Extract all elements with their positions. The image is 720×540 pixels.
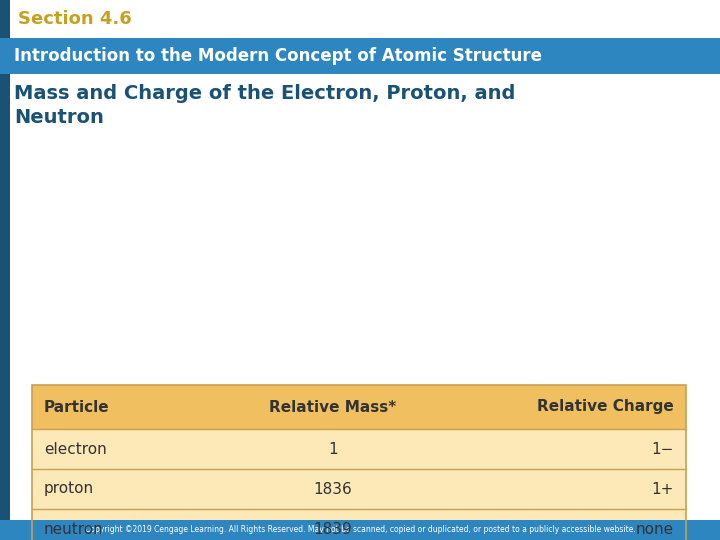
Text: 1+: 1+	[652, 482, 674, 496]
Text: none: none	[636, 522, 674, 537]
FancyBboxPatch shape	[32, 469, 686, 509]
FancyBboxPatch shape	[32, 429, 686, 469]
Text: Mass and Charge of the Electron, Proton, and
Neutron: Mass and Charge of the Electron, Proton,…	[14, 84, 516, 127]
Text: Introduction to the Modern Concept of Atomic Structure: Introduction to the Modern Concept of At…	[14, 47, 542, 65]
Text: Relative Mass*: Relative Mass*	[269, 400, 397, 415]
FancyBboxPatch shape	[32, 385, 686, 429]
Text: proton: proton	[44, 482, 94, 496]
Text: Particle: Particle	[44, 400, 109, 415]
Text: electron: electron	[44, 442, 107, 456]
FancyBboxPatch shape	[32, 509, 686, 540]
Text: neutron: neutron	[44, 522, 104, 537]
Text: Copyright ©2019 Cengage Learning. All Rights Reserved. May not be scanned, copie: Copyright ©2019 Cengage Learning. All Ri…	[85, 525, 635, 535]
FancyBboxPatch shape	[0, 520, 720, 540]
FancyBboxPatch shape	[0, 0, 10, 540]
FancyBboxPatch shape	[0, 38, 720, 74]
Text: 1−: 1−	[652, 442, 674, 456]
Text: Relative Charge: Relative Charge	[537, 400, 674, 415]
Text: 1839: 1839	[313, 522, 352, 537]
Text: 1836: 1836	[313, 482, 352, 496]
Text: Section 4.6: Section 4.6	[18, 10, 132, 28]
Text: 1: 1	[328, 442, 338, 456]
